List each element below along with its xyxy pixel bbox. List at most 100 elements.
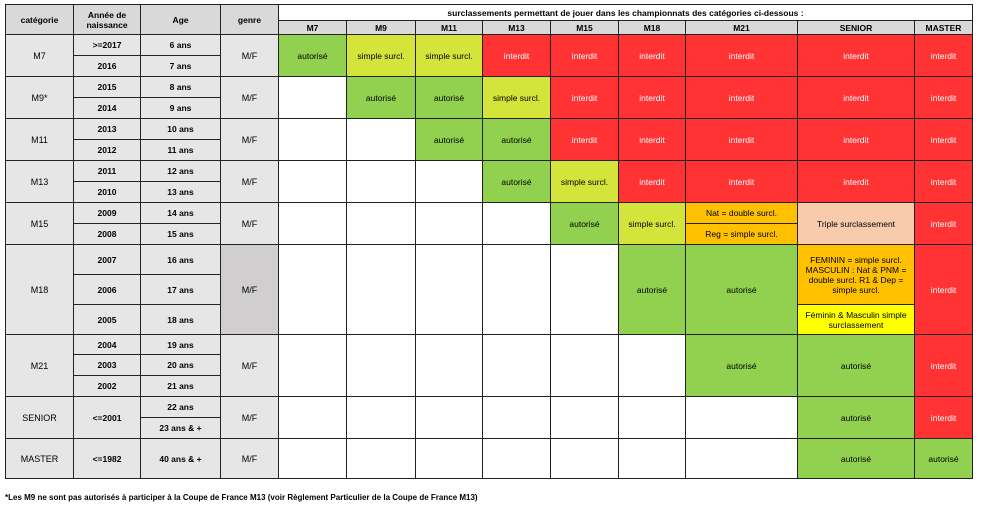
year-cell: >=2017 (73, 34, 141, 56)
status-cell: interdit (685, 76, 798, 119)
status-cell: autorisé (914, 438, 973, 479)
age-cell: 15 ans (140, 223, 221, 245)
empty-cell (550, 244, 619, 335)
age-cell: 16 ans (140, 244, 221, 275)
empty-cell (278, 202, 347, 245)
empty-cell (415, 334, 483, 397)
status-cell: interdit (618, 160, 686, 203)
status-cell: interdit (685, 160, 798, 203)
year-cell: 2006 (73, 274, 141, 305)
genre-cell: M/F (220, 244, 279, 335)
status-cell: interdit (914, 160, 973, 203)
empty-cell (415, 202, 483, 245)
age-cell: 6 ans (140, 34, 221, 56)
genre-cell: M/F (220, 334, 279, 397)
empty-cell (278, 438, 347, 479)
status-cell: interdit (618, 34, 686, 77)
status-cell: interdit (914, 244, 973, 335)
table-row: M18 2007 16 ans M/F autorisé autorisé FE… (5, 244, 973, 335)
year-cell: 2013 (73, 118, 141, 140)
status-cell: autorisé (346, 76, 416, 119)
empty-cell (278, 396, 347, 439)
category-cell: M11 (5, 118, 74, 161)
age-cell: 9 ans (140, 97, 221, 119)
age-cell: 21 ans (140, 375, 221, 397)
category-cell: MASTER (5, 438, 74, 479)
empty-cell (278, 160, 347, 203)
year-cell: 2011 (73, 160, 141, 182)
table-row: 2016 7 ans (6, 55, 973, 77)
status-cell: interdit (797, 34, 915, 77)
status-cell: autorisé (797, 334, 915, 397)
empty-cell (278, 118, 347, 161)
status-cell: interdit (797, 76, 915, 119)
status-cell: simple surcl. (550, 160, 619, 203)
empty-cell (415, 438, 483, 479)
status-cell: autorisé (797, 438, 915, 479)
table-row: 2005 18 ans Féminin & Masculin simple su… (6, 304, 973, 335)
status-cell: autorisé (550, 202, 619, 245)
empty-cell (685, 396, 798, 439)
empty-cell (278, 334, 347, 397)
status-cell: interdit (618, 118, 686, 161)
empty-cell (550, 396, 619, 439)
table-row: 23 ans & + (6, 417, 973, 439)
table-row: M7 >=2017 6 ans M/F autorisé simple surc… (5, 34, 973, 77)
empty-cell (415, 160, 483, 203)
table-row: M11 2013 10 ans M/F autorisé autorisé in… (5, 118, 973, 161)
genre-cell: M/F (220, 396, 279, 439)
status-cell: autorisé (685, 334, 798, 397)
status-cell: interdit (914, 202, 973, 245)
category-cell: M18 (5, 244, 74, 335)
status-cell: interdit (685, 118, 798, 161)
empty-cell (618, 438, 686, 479)
empty-cell (550, 438, 619, 479)
age-cell: 40 ans & + (140, 438, 221, 479)
age-cell: 20 ans (140, 354, 221, 376)
year-cell: 2004 (73, 334, 141, 355)
category-cell: M15 (5, 202, 74, 245)
year-cell: 2002 (73, 375, 141, 397)
col-master: MASTER (914, 20, 973, 35)
status-cell: interdit (482, 34, 551, 77)
empty-cell (618, 396, 686, 439)
status-cell-nat: Nat = double surcl. (685, 202, 798, 224)
year-cell: 2007 (73, 244, 141, 275)
age-cell: 13 ans (140, 181, 221, 203)
status-cell-fem-masc-simple: Féminin & Masculin simple surclassement (797, 304, 915, 335)
age-cell: 8 ans (140, 76, 221, 98)
col-m18: M18 (618, 20, 686, 35)
empty-cell (346, 334, 416, 397)
table-row: 2003 20 ans (6, 354, 973, 376)
table-row: M21 2004 19 ans M/F autorisé autorisé in… (5, 334, 973, 397)
genre-cell: M/F (220, 34, 279, 77)
empty-cell (415, 396, 483, 439)
empty-cell (346, 244, 416, 335)
status-cell: interdit (914, 34, 973, 77)
genre-cell: M/F (220, 438, 279, 479)
empty-cell (482, 334, 551, 397)
col-senior: SENIOR (797, 20, 915, 35)
status-cell: interdit (914, 396, 973, 439)
status-cell-reg: Reg = simple surcl. (685, 223, 798, 245)
table-row: 2012 11 ans (6, 139, 973, 161)
status-cell: interdit (618, 76, 686, 119)
genre-cell: M/F (220, 160, 279, 203)
footnote: *Les M9 ne sont pas autorisés à particip… (5, 493, 478, 502)
status-cell: autorisé (482, 160, 551, 203)
empty-cell (346, 202, 416, 245)
status-cell: interdit (550, 118, 619, 161)
year-cell: <=1982 (73, 438, 141, 479)
year-cell: 2003 (73, 354, 141, 376)
empty-cell (278, 244, 347, 335)
col-m11: M11 (415, 20, 483, 35)
table-row: SENIOR <=2001 22 ans M/F autorisé interd… (5, 396, 973, 439)
empty-cell (550, 334, 619, 397)
status-cell: simple surcl. (618, 202, 686, 245)
category-cell: M21 (5, 334, 74, 397)
header-categorie: catégorie (5, 4, 74, 35)
table-row: 2010 13 ans (6, 181, 973, 203)
status-cell: autorisé (415, 76, 483, 119)
empty-cell (618, 334, 686, 397)
status-cell: simple surcl. (346, 34, 416, 77)
